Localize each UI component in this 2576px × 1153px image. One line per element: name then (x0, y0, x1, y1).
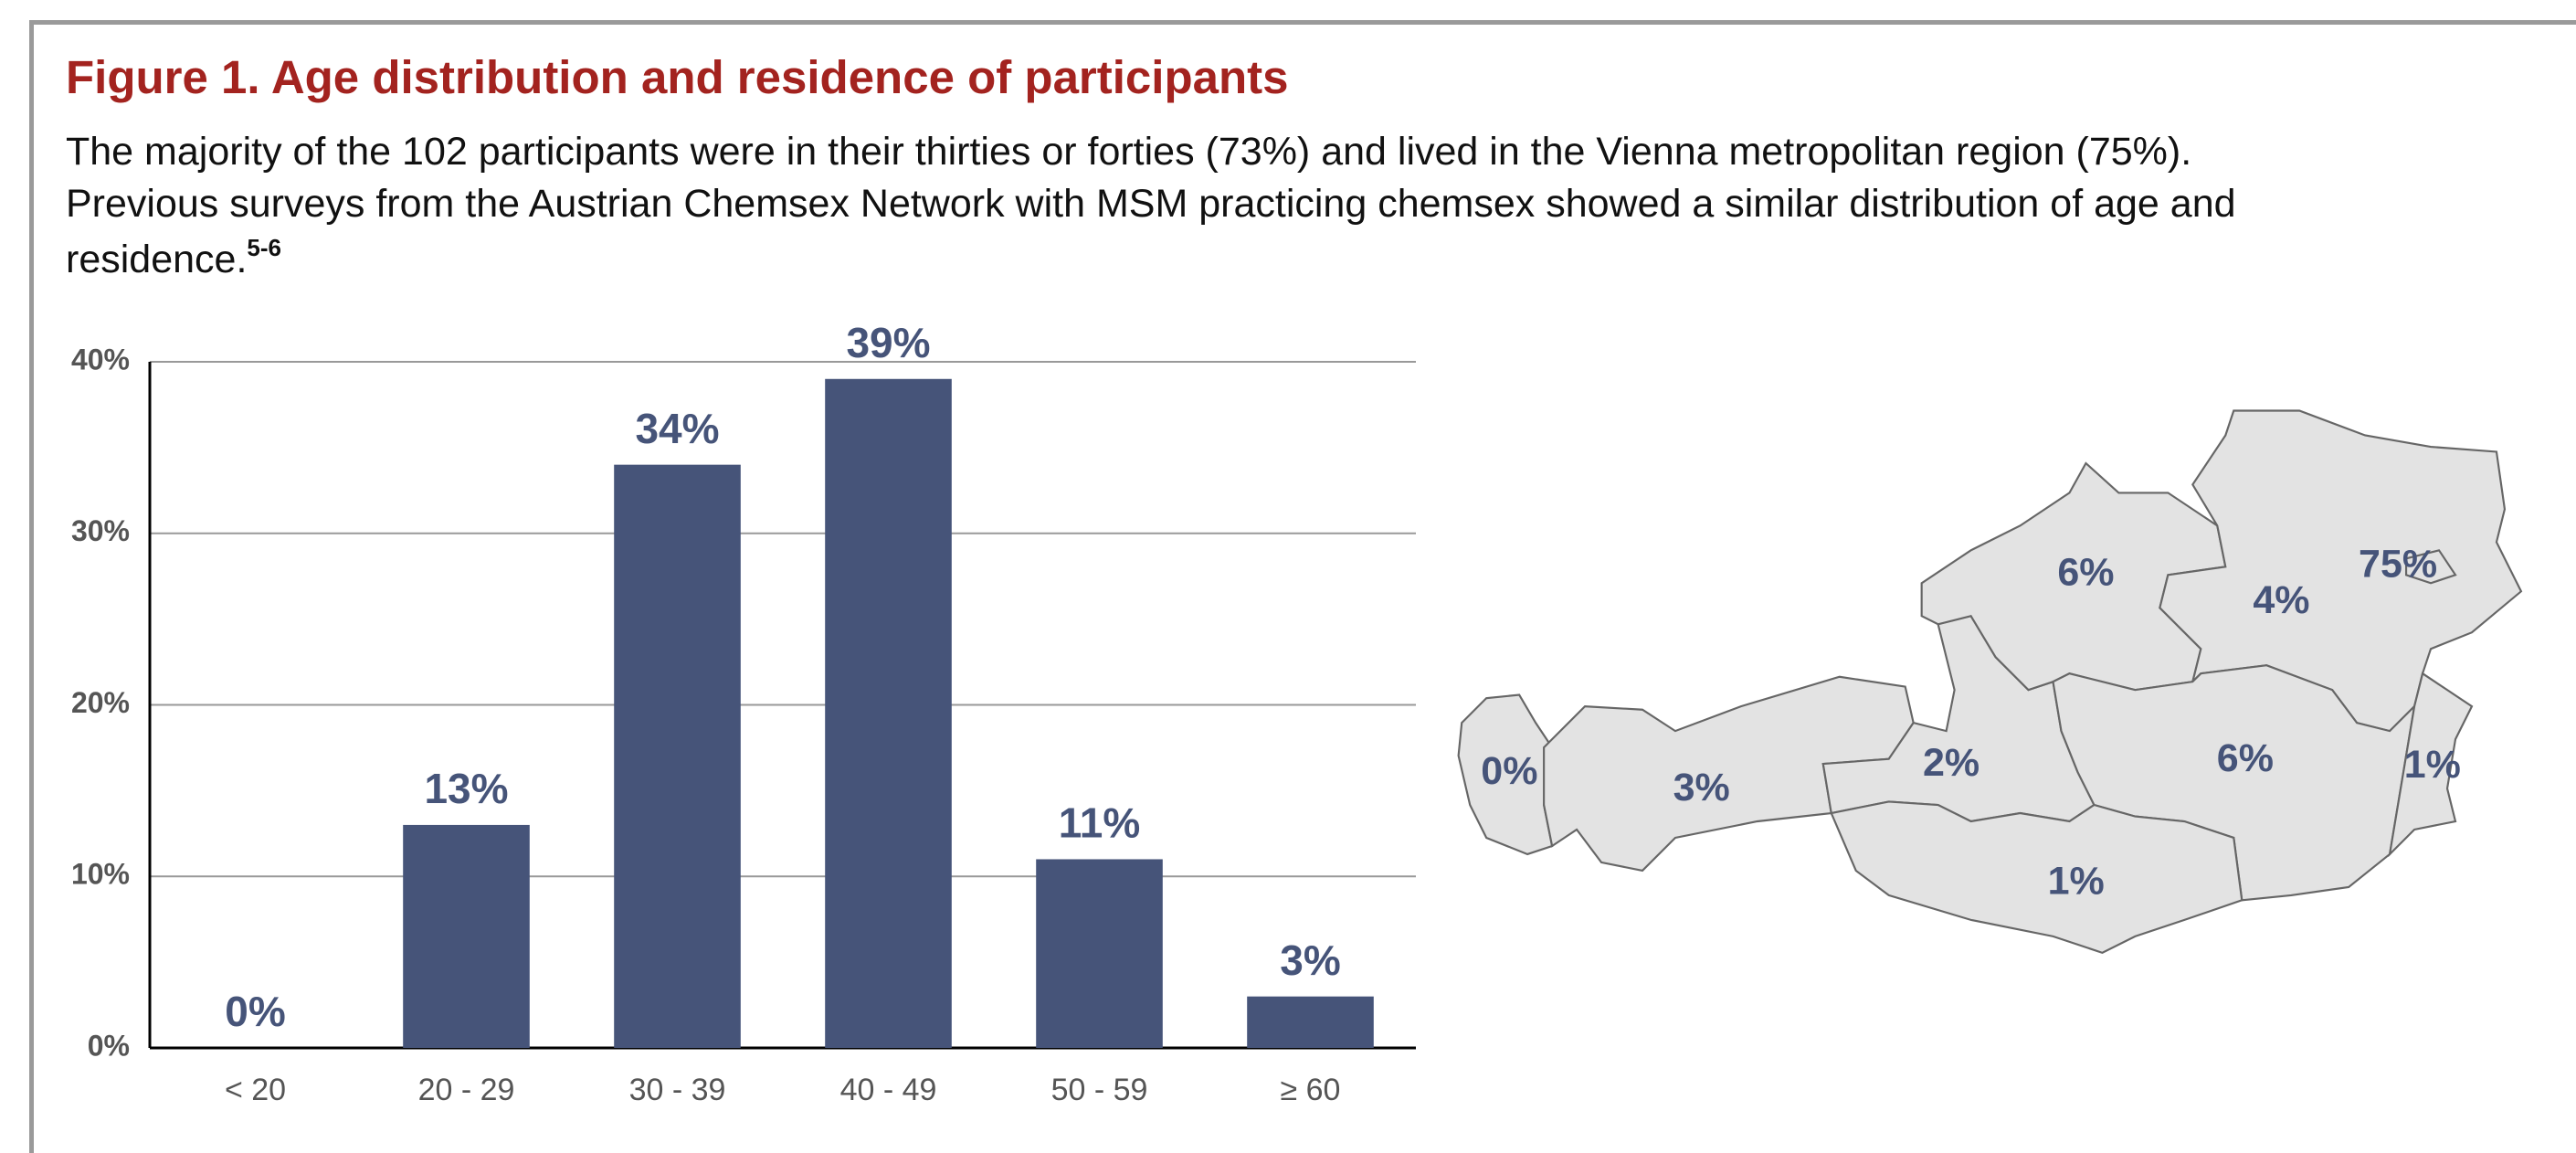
x-tick-label: 50 - 59 (1051, 1073, 1148, 1107)
figure-title: Figure 1. Age distribution and residence… (66, 51, 1289, 103)
frame (29, 20, 2576, 1153)
region (1830, 800, 2243, 955)
austria-map (1457, 409, 2523, 955)
value-label: 11% (1059, 799, 1141, 847)
region-label: 6% (2217, 736, 2274, 780)
y-tick-label: 20% (71, 686, 130, 719)
bar (825, 378, 952, 1048)
y-tick-label: 0% (88, 1029, 130, 1062)
caption-text: residence. (66, 238, 248, 281)
x-tick-label: ≥ 60 (1281, 1073, 1341, 1107)
y-tick-label: 30% (71, 514, 130, 547)
value-label: 34% (635, 405, 719, 452)
region-label: 0% (1481, 749, 1537, 793)
region-label: 75% (2359, 543, 2437, 587)
bar (1036, 859, 1163, 1048)
x-tick-label: < 20 (225, 1073, 286, 1107)
y-tick-label: 40% (71, 343, 130, 376)
value-label: 13% (424, 765, 508, 812)
caption-line: Previous surveys from the Austrian Chems… (66, 182, 2236, 226)
value-label: 3% (1280, 936, 1340, 984)
region (2388, 672, 2474, 858)
x-tick-label: 20 - 29 (418, 1073, 515, 1107)
caption-line: The majority of the 102 participants wer… (66, 130, 2192, 174)
y-tick-label: 10% (71, 858, 130, 891)
region-label: 1% (2048, 860, 2105, 904)
region-label: 6% (2057, 551, 2114, 595)
bar (403, 824, 530, 1048)
value-label: 39% (846, 319, 930, 366)
region (2404, 549, 2457, 585)
region-label: 4% (2253, 578, 2309, 622)
region-label: 1% (2404, 743, 2461, 787)
region-label: 2% (1923, 741, 1980, 785)
citation: 5-6 (247, 234, 281, 261)
region-label: 3% (1673, 766, 1730, 809)
x-tick-label: 30 - 39 (629, 1073, 726, 1107)
value-label: 0% (225, 988, 285, 1035)
x-tick-label: 40 - 49 (840, 1073, 937, 1107)
bar (1247, 996, 1374, 1048)
caption-line: residence.5-6 (66, 234, 281, 282)
bar (614, 464, 741, 1048)
